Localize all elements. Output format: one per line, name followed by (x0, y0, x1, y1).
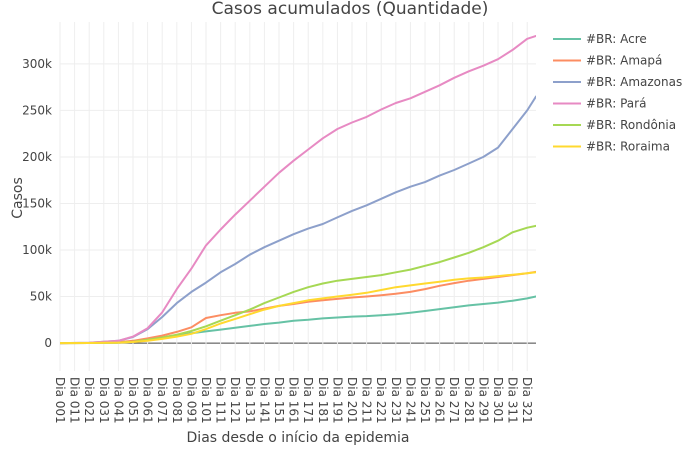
legend-label[interactable]: #BR: Acre (586, 32, 647, 46)
x-tick-label: Dia 031 (97, 377, 111, 424)
x-tick-label: Dia 121 (228, 377, 242, 424)
chart-title: Casos acumulados (Quantidade) (212, 0, 489, 19)
legend-label[interactable]: #BR: Amapá (586, 54, 662, 68)
x-tick-label: Dia 301 (491, 377, 505, 424)
x-tick-label: Dia 021 (82, 377, 96, 424)
series-line[interactable] (60, 271, 536, 345)
x-tick-label: Dia 191 (330, 377, 344, 424)
x-tick-label: Dia 261 (433, 377, 447, 424)
x-tick-label: Dia 141 (257, 377, 271, 424)
x-tick-label: Dia 161 (287, 377, 301, 424)
x-tick-label: Dia 091 (184, 377, 198, 424)
x-tick-label: Dia 271 (447, 377, 461, 424)
y-axis: 0 50k 100k 150k 200k 250k 300k (22, 57, 52, 350)
legend-label[interactable]: #BR: Amazonas (586, 75, 682, 89)
x-tick-label: Dia 241 (403, 377, 417, 424)
x-tick-label: Dia 321 (520, 377, 534, 424)
legend-label[interactable]: #BR: Rondônia (586, 118, 676, 132)
y-tick-label: 100k (22, 243, 52, 257)
series-line[interactable] (60, 95, 536, 345)
series-line[interactable] (60, 270, 536, 345)
x-tick-label: Dia 071 (155, 377, 169, 424)
y-tick-label: 250k (22, 103, 52, 117)
series-line[interactable] (60, 35, 536, 345)
legend[interactable]: #BR: Acre #BR: Amapá #BR: Amazonas #BR: Par… (553, 32, 682, 154)
series-line[interactable] (60, 224, 536, 345)
x-tick-label: Dia 131 (243, 377, 257, 424)
x-axis: Dia 001 Dia 011 Dia 021 Dia 031 Dia 041 Dia 0… (53, 377, 534, 424)
y-tick-label: 300k (22, 57, 52, 71)
x-tick-label: Dia 181 (316, 377, 330, 424)
x-tick-label: Dia 201 (345, 377, 359, 424)
legend-label[interactable]: #BR: Roraima (586, 140, 670, 154)
x-axis-title: Dias desde o início da epidemia (187, 430, 410, 446)
x-tick-label: Dia 041 (111, 377, 125, 424)
x-tick-label: Dia 171 (301, 377, 315, 424)
y-tick-label: 0 (44, 336, 52, 350)
x-tick-label: Dia 051 (126, 377, 140, 424)
x-tick-label: Dia 211 (360, 377, 374, 424)
x-tick-label: Dia 101 (199, 377, 213, 424)
gridlines (59, 22, 536, 371)
y-tick-label: 150k (22, 196, 52, 210)
x-tick-label: Dia 111 (214, 377, 228, 424)
legend-label[interactable]: #BR: Pará (586, 97, 646, 111)
x-tick-label: Dia 011 (68, 377, 82, 424)
x-tick-label: Dia 281 (462, 377, 476, 424)
x-tick-label: Dia 061 (141, 377, 155, 424)
x-tick-label: Dia 291 (476, 377, 490, 424)
plot-area[interactable] (60, 35, 536, 345)
x-tick-label: Dia 151 (272, 377, 286, 424)
y-tick-label: 50k (30, 290, 52, 304)
y-tick-label: 200k (22, 150, 52, 164)
x-tick-label: Dia 221 (374, 377, 388, 424)
x-tick-label: Dia 251 (418, 377, 432, 424)
x-tick-label: Dia 001 (53, 377, 67, 424)
y-axis-title: Casos (10, 177, 26, 219)
x-tick-label: Dia 081 (170, 377, 184, 424)
x-tick-label: Dia 231 (389, 377, 403, 424)
x-tick-label: Dia 311 (506, 377, 520, 424)
